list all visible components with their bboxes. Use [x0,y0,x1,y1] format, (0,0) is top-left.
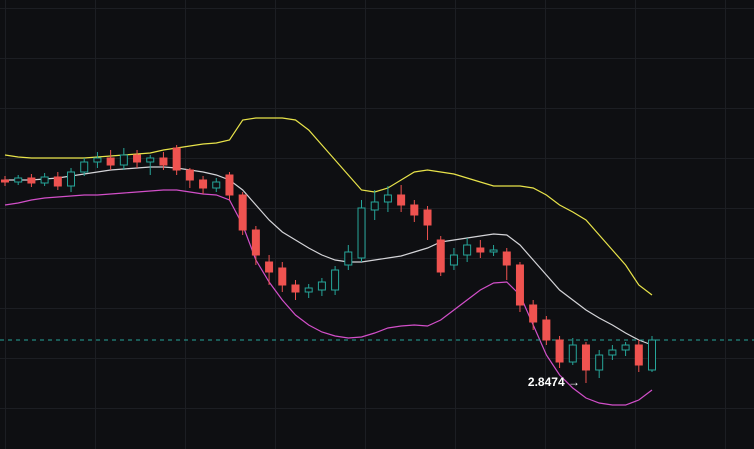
candle-body [278,267,287,286]
candle-body [80,161,89,173]
candle-body [159,157,168,166]
candle-body [265,261,274,273]
candle-body [53,176,62,187]
candle-body [449,254,458,266]
candle-body [251,229,260,256]
candle-body [291,284,300,293]
candle-body [383,194,392,203]
candle-body [515,264,524,306]
band-line [4,117,653,296]
candle-body [93,157,102,163]
candle-body [199,179,208,189]
candle-body [529,304,538,323]
candle-body [370,201,379,211]
candle-body [357,207,366,259]
candle-body [304,287,313,293]
candle-body [423,209,432,226]
band-line [4,189,653,406]
candle-body [410,204,419,216]
candle-body [40,176,49,184]
candle-body [621,344,630,351]
low-annotation: 2.8474 → [528,375,580,389]
candle-body [331,269,340,291]
candle-body [608,349,617,356]
candle-body [581,344,590,371]
candle-body [67,171,76,187]
candle-body [344,251,353,266]
candle-body [225,174,234,196]
candle-body [27,177,36,184]
candle-body [212,181,221,189]
candle-body [185,169,194,181]
candle-body [648,339,656,371]
candle-body [502,251,511,266]
candle-body [397,194,406,206]
candle-body [119,154,128,166]
candle-body [1,179,9,183]
candle-body [317,281,326,291]
candle-body [106,157,115,166]
candle-body [14,177,23,183]
candle-body [463,244,472,256]
candle-body [489,249,498,253]
candle-body [146,157,155,163]
candle-body [476,247,485,253]
band-line [5,166,653,346]
candle-body [568,344,577,363]
candle-body [634,344,643,366]
candle-body [172,147,181,171]
candle-body [238,194,247,231]
candle-body [133,154,142,163]
candle-body [542,319,551,341]
candle-body [436,239,445,273]
candle-body [555,339,564,363]
candle-body [595,354,604,371]
